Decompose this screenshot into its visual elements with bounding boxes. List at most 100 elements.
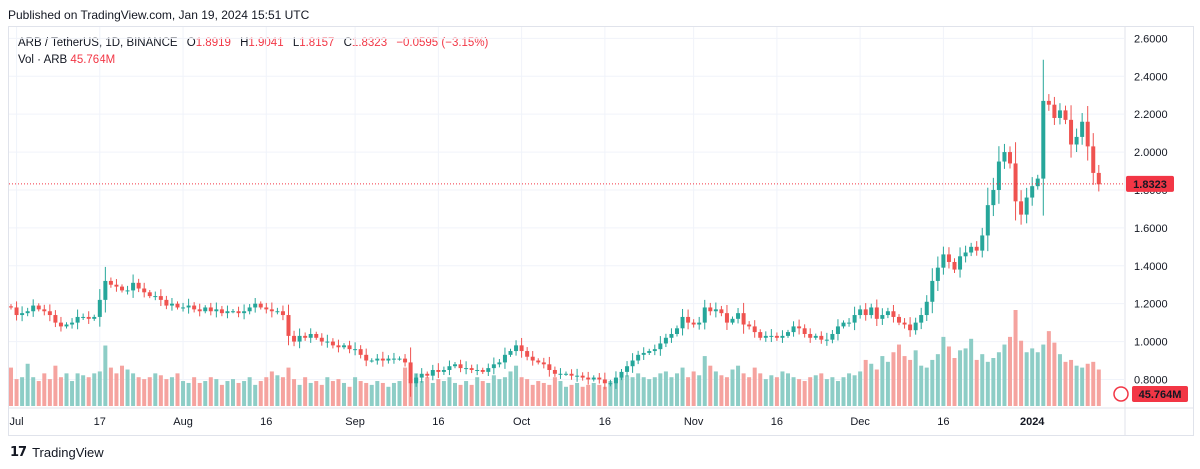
last-price-badge	[1126, 175, 1174, 192]
chart-frame	[8, 26, 1194, 436]
legend-low-value: 1.8157	[299, 37, 335, 49]
volume-bar	[580, 386, 585, 406]
candle-body	[780, 335, 785, 338]
volume-bar	[1057, 354, 1062, 406]
candle-body	[225, 311, 230, 314]
volume-bar	[280, 377, 285, 406]
candle-body	[969, 246, 974, 253]
tradingview-brand[interactable]: 𝟭𝟳 TradingView	[10, 444, 104, 460]
volume-bar	[258, 381, 263, 406]
volume-bar	[330, 381, 335, 406]
volume-bar	[1035, 352, 1040, 406]
volume-bar	[897, 344, 901, 406]
candle-body	[286, 315, 291, 336]
volume-bar	[31, 377, 36, 406]
volume-bar	[863, 359, 868, 406]
candle-body	[919, 315, 924, 323]
volume-bar	[14, 379, 19, 406]
volume-bar	[297, 384, 302, 406]
candle-body	[1085, 121, 1090, 147]
legend-price-row: ARB / TetherUS, 1D, BINANCE O1.8919 H1.9…	[18, 35, 488, 52]
volume-bar	[1052, 342, 1057, 406]
volume-bar	[131, 373, 136, 406]
volume-bar	[53, 365, 58, 406]
candle-body	[874, 307, 879, 319]
volume-bar	[286, 367, 291, 406]
tradingview-logo-icon: 𝟭𝟳	[10, 444, 27, 459]
candle-body	[31, 305, 36, 312]
candle-body	[924, 301, 929, 316]
x-tick-label: 2024	[1020, 416, 1045, 428]
x-tick-label: Oct	[513, 416, 530, 428]
candle-body	[475, 369, 480, 371]
candle-body	[97, 299, 102, 317]
candle-body	[480, 369, 485, 372]
candle-body	[53, 315, 58, 323]
candle-body	[1063, 110, 1068, 120]
volume-bar	[353, 377, 358, 406]
volume-bar	[969, 338, 974, 406]
chart-legend: ARB / TetherUS, 1D, BINANCE O1.8919 H1.9…	[18, 35, 488, 69]
x-tick-label: Jul	[10, 416, 24, 428]
volume-bar	[946, 346, 951, 406]
candle-body	[441, 369, 446, 372]
candle-body	[858, 309, 863, 316]
volume-bar	[713, 371, 718, 406]
volume-bar	[680, 367, 685, 406]
candle-body	[558, 373, 563, 375]
candle-body	[20, 313, 25, 316]
volume-bar	[1024, 352, 1029, 406]
candle-body	[58, 322, 63, 327]
volume-bar	[708, 365, 713, 406]
volume-bar	[158, 375, 163, 406]
volume-bar	[541, 382, 546, 406]
candle-body	[675, 328, 679, 334]
candle-body	[81, 316, 86, 318]
volume-bar	[1041, 344, 1046, 406]
candle-body	[658, 343, 663, 350]
candle-body	[680, 316, 685, 329]
candle-body	[319, 337, 324, 342]
candle-body	[136, 282, 141, 289]
volume-bar	[242, 381, 247, 406]
legend-volume-label[interactable]: Vol · ARB	[18, 54, 68, 66]
candle-body	[1091, 146, 1096, 173]
legend-symbol[interactable]: ARB / TetherUS, 1D, BINANCE	[18, 37, 178, 49]
candle-body	[641, 352, 646, 355]
volume-bar	[430, 382, 435, 406]
volume-bar	[264, 377, 269, 406]
candle-body	[652, 349, 657, 352]
candle-body	[630, 360, 635, 367]
volume-bar	[536, 381, 541, 406]
candle-body	[408, 362, 413, 384]
candle-body	[92, 316, 97, 319]
candle-body	[203, 307, 208, 312]
candle-body	[253, 303, 258, 308]
candle-body	[536, 360, 541, 363]
candle-body	[908, 324, 913, 331]
volume-bar	[774, 377, 779, 406]
candle-body	[342, 345, 346, 348]
y-tick-label: 2.2000	[1134, 109, 1168, 121]
candle-body	[1002, 152, 1007, 162]
candle-body	[214, 309, 219, 312]
candle-body	[464, 368, 469, 370]
candle-body	[580, 375, 585, 378]
volume-bar	[730, 369, 735, 406]
y-tick-label: 2.0000	[1134, 147, 1168, 159]
volume-bar	[181, 381, 186, 406]
volume-bar	[569, 384, 574, 406]
volume-bar	[958, 350, 963, 406]
candle-body	[347, 345, 352, 350]
x-tick-label: 16	[937, 416, 949, 428]
volume-bar	[619, 377, 624, 406]
legend-volume-row: Vol · ARB 45.764M	[18, 52, 488, 69]
candle-body	[602, 379, 607, 384]
volume-bar	[797, 379, 802, 406]
volume-bar	[741, 373, 746, 406]
candle-body	[231, 311, 235, 313]
candle-body	[702, 307, 707, 323]
volume-bar	[608, 381, 613, 406]
candle-body	[891, 311, 896, 317]
